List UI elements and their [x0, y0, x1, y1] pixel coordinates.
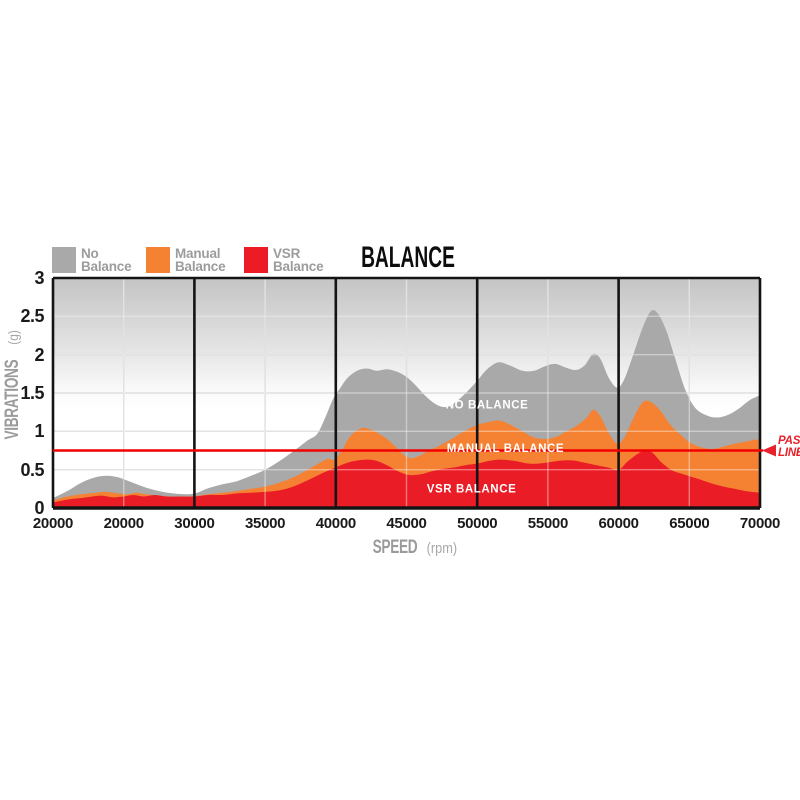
y-tick: 1	[34, 421, 44, 442]
x-tick: 20000	[32, 515, 74, 532]
major-gridlines	[193, 278, 620, 508]
pass-line-label: PASS LINE	[778, 435, 800, 459]
y-tick: 3	[34, 268, 44, 288]
x-tick: 20000	[103, 515, 145, 532]
pass-line-label-line1: PASS	[778, 435, 800, 447]
legend-label: Manual Balance	[175, 246, 226, 274]
chart-title: BALANCE	[361, 241, 455, 274]
legend-label: No Balance	[81, 246, 132, 274]
legend-label: VSR Balance	[273, 246, 324, 274]
x-tick: 60000	[598, 515, 639, 532]
series-areas	[53, 309, 760, 508]
gridlines-over	[53, 278, 760, 508]
x-tick: 40000	[315, 515, 357, 532]
legend-item-vsr-balance: VSR Balance	[244, 246, 324, 274]
legend-item-no-balance: No Balance	[52, 246, 132, 274]
y-tick: 2	[34, 344, 44, 365]
legend-swatch	[244, 247, 268, 273]
x-axis-label: SPEED (rpm)	[262, 537, 562, 559]
x-axis-label-text: SPEED	[372, 537, 418, 558]
y-axis-label-unit: (g)	[5, 330, 21, 345]
legend-item-manual-balance: Manual Balance	[146, 246, 226, 274]
x-tick: 50000	[457, 515, 498, 532]
x-axis-label-unit: (rpm)	[426, 540, 458, 557]
x-tick: 45000	[386, 515, 427, 532]
plot-border	[51, 276, 762, 510]
series-label: VSR BALANCE	[427, 484, 517, 496]
y-tick: 1.5	[20, 383, 44, 403]
legend-swatch	[146, 247, 170, 273]
x-tick: 35000	[244, 515, 286, 532]
series-label: MANUAL BALANCE	[447, 443, 564, 455]
x-tick: 70000	[739, 515, 781, 532]
y-tick: 2.5	[20, 306, 44, 327]
pass-line-arrow-icon	[762, 444, 776, 457]
area-vsr-balance	[53, 449, 760, 508]
pass-line-label-line2: LINE	[778, 446, 800, 459]
y-tick: 0	[34, 498, 44, 518]
series-label: NO BALANCE	[446, 399, 529, 411]
x-tick: 65000	[669, 515, 710, 532]
legend-swatch	[52, 247, 76, 273]
y-tick: 0.5	[20, 459, 44, 480]
x-tick: 30000	[174, 515, 215, 532]
x-tick: 55000	[527, 515, 569, 532]
